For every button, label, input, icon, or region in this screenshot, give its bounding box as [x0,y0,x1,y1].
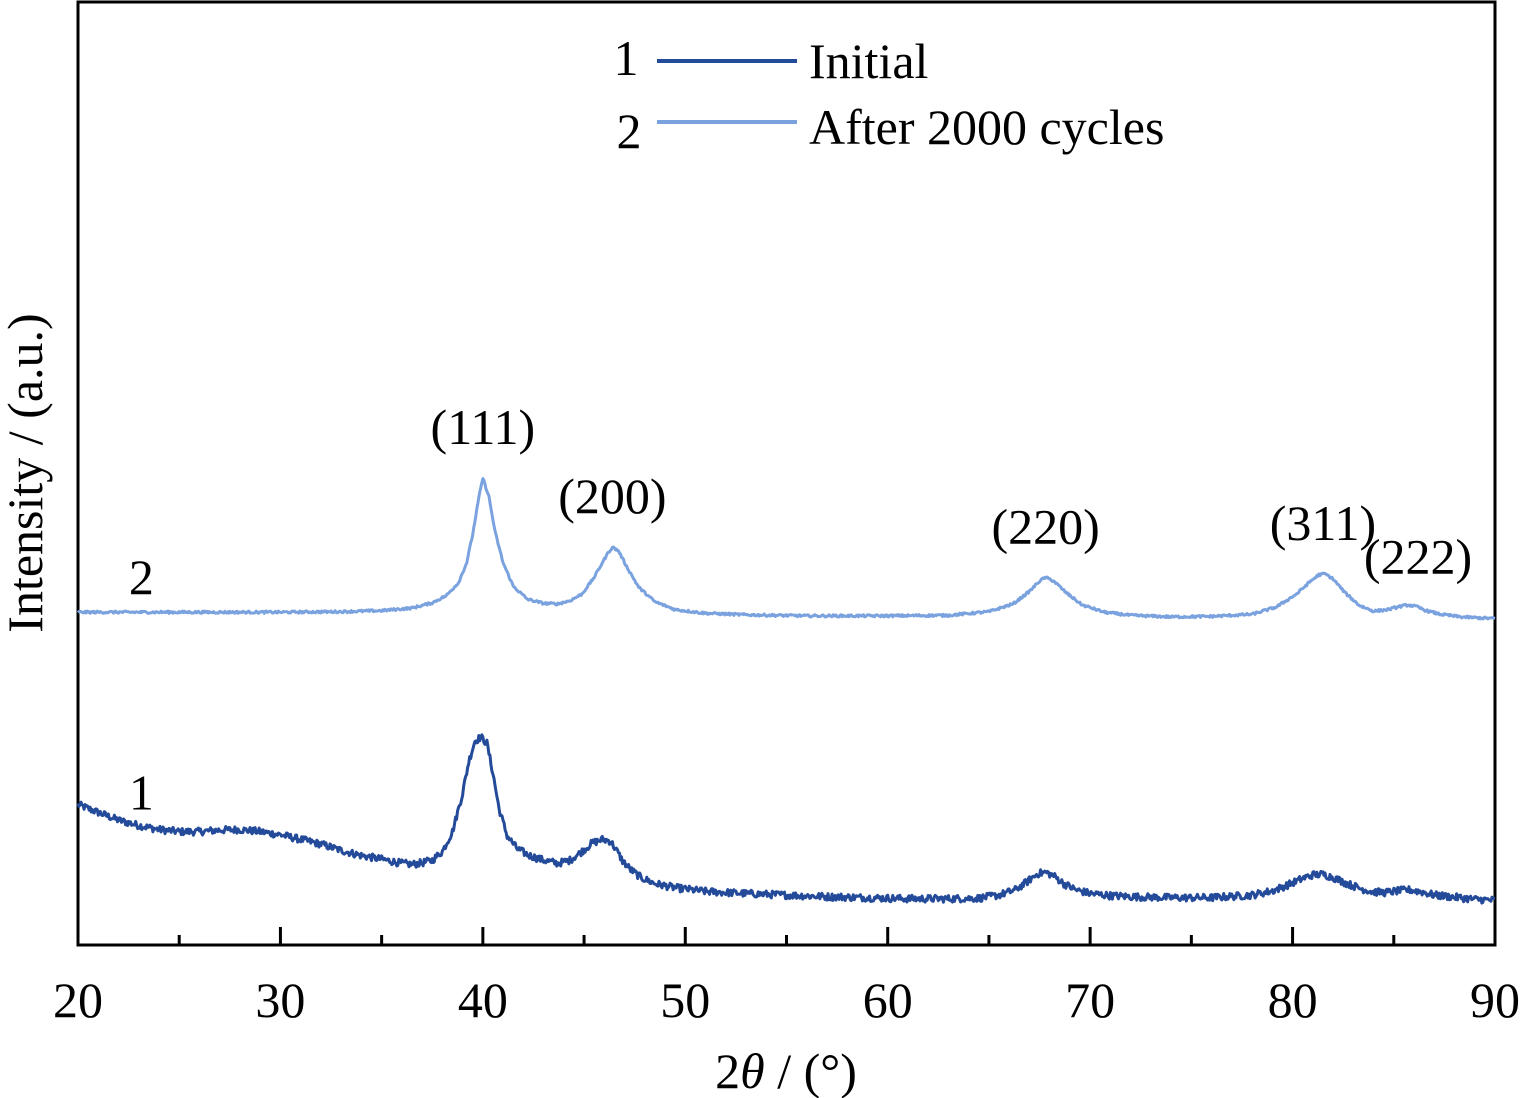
peak-label: (111) [431,399,536,455]
peak-label: (220) [991,498,1099,554]
y-axis-title: Intensity / (a.u.) [0,313,53,632]
series-layer [76,477,1496,905]
x-axis-title: 2θ / (°) [715,1043,857,1098]
x-tick-label: 50 [660,972,710,1028]
plot-frame [76,0,1497,947]
curve-label-2: 2 [129,549,154,605]
legend: 1 Initial 2 After 2000 cycles [614,30,1165,159]
series-line-after-2000-cycles [76,477,1496,621]
x-tick-label: 20 [53,972,103,1028]
curve-labels: 12 [129,549,154,820]
x-tick-label: 90 [1470,972,1520,1028]
x-axis-tick-labels: 20 30 40 50 60 70 80 90 [53,972,1520,1028]
x-tick-label: 30 [255,972,305,1028]
x-tick-label: 80 [1268,972,1318,1028]
curve-label-1: 1 [129,764,154,820]
legend-number-2: 2 [617,103,642,159]
peak-label: (311) [1270,495,1376,551]
legend-number-1: 1 [614,30,639,86]
x-tick-label: 70 [1065,972,1115,1028]
peak-label: (200) [558,468,666,524]
peak-labels: (111) (200) (220) (311)(222) [431,399,1473,584]
x-axis-ticks [76,927,1497,945]
legend-label-initial: Initial [809,33,928,89]
peak-label: (222) [1364,528,1472,584]
legend-label-after-2000-cycles: After 2000 cycles [809,99,1164,155]
series-line-initial [76,733,1496,905]
x-tick-label: 60 [863,972,913,1028]
x-tick-label: 40 [458,972,508,1028]
